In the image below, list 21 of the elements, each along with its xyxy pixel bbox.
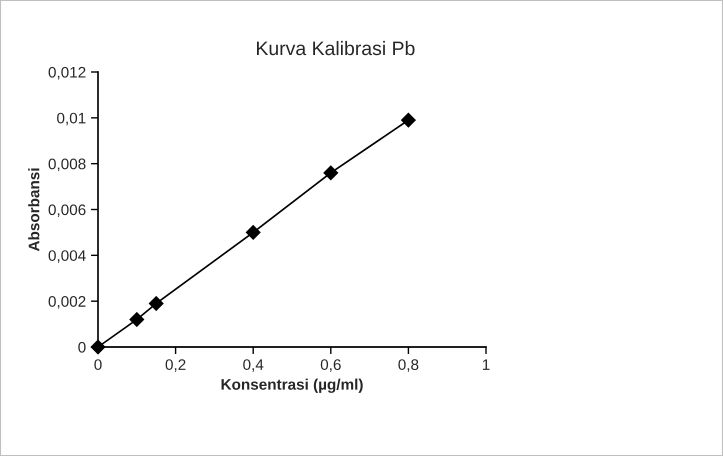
y-axis-title: Absorbansi [28, 168, 40, 252]
x-tick-label: 0,2 [166, 359, 186, 372]
x-tick-label: 1 [482, 359, 490, 370]
x-tick-label: 0,4 [243, 359, 264, 372]
point [129, 312, 144, 327]
y-tick-label: 0 [78, 342, 86, 353]
point [323, 165, 338, 180]
y-tick-label: 0,002 [48, 296, 86, 309]
point [401, 112, 416, 128]
x-tick-label: 0 [94, 359, 102, 370]
x-tick-label: 0,6 [320, 359, 341, 372]
point [246, 225, 261, 240]
y-tick-label: 0,01 [57, 112, 86, 126]
x-tick-label: 0,8 [398, 359, 418, 372]
y-tick-label: 0,008 [48, 158, 86, 172]
y-tick-label: 0,012 [48, 66, 86, 80]
chart-title: Kurva Kalibrasi Pb [257, 40, 415, 56]
point [148, 296, 164, 311]
y-tick-label: 0,004 [48, 250, 86, 263]
y-tick-label: 0,006 [48, 204, 86, 217]
x-axis-title: Konsentrasi (µg/ml) [222, 378, 363, 393]
